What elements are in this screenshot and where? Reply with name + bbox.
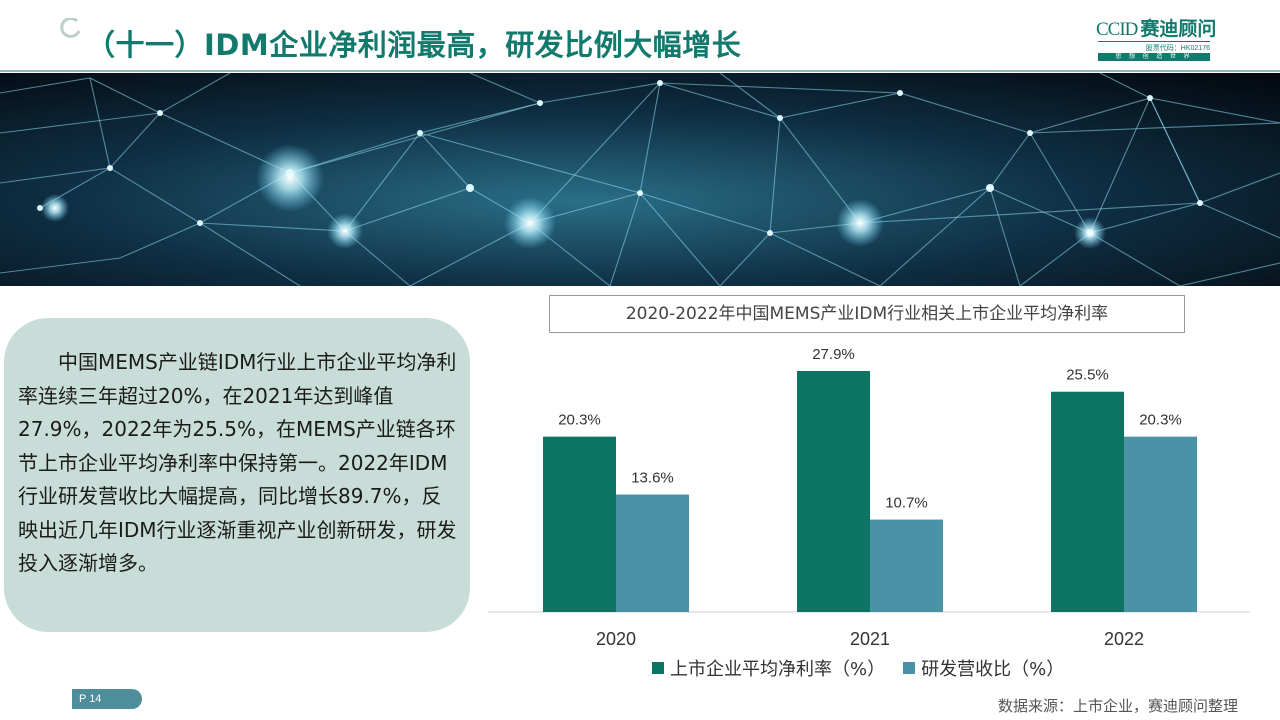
x-tick-label-2021: 2021 [850,629,890,649]
chart-legend: 上市企业平均净利率（%） 研发营收比（%） [652,656,1074,680]
bar-chart: 20.3% 13.6% 2020 27.9% 10.7% 2021 25.5% 20.3% 20… [488,346,1250,649]
data-label-net-profit-2020: 20.3% [558,412,601,429]
data-label-rd-ratio-2021: 10.7% [885,495,928,512]
summary-paragraph: 中国MEMS产业链IDM行业上市企业平均净利率连续三年超过20%，在2021年达… [18,350,457,575]
x-tick-label-2022: 2022 [1104,629,1144,649]
legend-label-net-profit: 上市企业平均净利率（%） [670,659,886,680]
data-source-note: 数据来源：上市企业，赛迪顾问整理 [997,697,1238,715]
legend-label-rd-ratio: 研发营收比（%） [921,659,1065,680]
bar-rd-ratio-2022 [1124,436,1197,612]
network-banner-image [0,73,1280,286]
bar-net-profit-2022 [1051,391,1124,612]
data-label-rd-ratio-2022: 20.3% [1139,412,1182,429]
title-decoration-icon [60,18,81,38]
bar-net-profit-2021 [797,371,870,612]
logo-tagline: 思 想 创 造 世 界 [1098,53,1210,61]
bar-rd-ratio-2020 [616,494,689,612]
bar-rd-ratio-2021 [870,519,943,612]
legend-swatch-rd-ratio [903,662,916,674]
company-logo: CCID 赛迪顾问 股票代码：HK02176 思 想 创 造 世 界 [1096,14,1217,62]
x-tick-label-2020: 2020 [596,629,636,649]
data-label-net-profit-2021: 27.9% [812,346,855,363]
page-title: （十一）IDM企业净利润最高，研发比例大幅增长 [86,28,742,62]
header-divider [0,70,1280,72]
page-number-badge: P 14 [72,689,142,709]
legend-item-rd-ratio: 研发营收比（%） [903,655,1064,681]
legend-swatch-net-profit [652,662,664,674]
logo-wordmark: CCID 赛迪顾问 [1096,19,1217,40]
legend-item-net-profit: 上市企业平均净利率（%） [652,655,885,681]
bar-net-profit-2020 [543,436,616,612]
summary-text-box: 中国MEMS产业链IDM行业上市企业平均净利率连续三年超过20%，在2021年达… [4,318,470,632]
data-label-net-profit-2022: 25.5% [1066,367,1109,384]
chart-title: 2020-2022年中国MEMS产业IDM行业相关上市企业平均净利率 [549,295,1185,333]
logo-stock-code: 股票代码：HK02176 [1098,41,1210,53]
data-label-rd-ratio-2020: 13.6% [631,470,674,487]
